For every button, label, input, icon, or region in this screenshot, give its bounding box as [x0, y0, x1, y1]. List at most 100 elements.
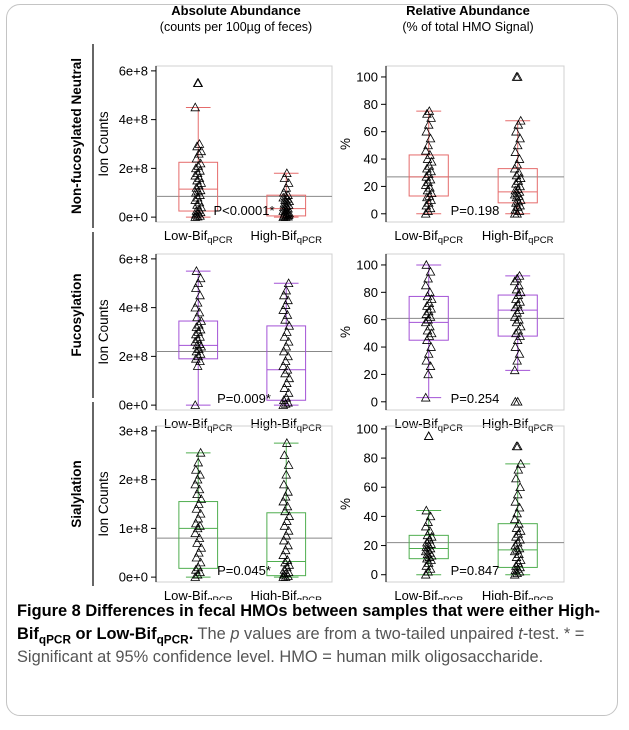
data-point [423, 369, 433, 379]
row-label-fucosylation: Fucosylation [69, 273, 84, 356]
data-point [515, 562, 525, 572]
data-point [511, 170, 522, 180]
data-point [280, 491, 291, 501]
data-point [425, 287, 435, 297]
data-point [279, 450, 290, 460]
data-point [192, 489, 202, 499]
x-tick-label-low: Low-BifqPCR [164, 416, 233, 434]
y-tick-label: 0e+0 [119, 570, 148, 585]
data-point [425, 133, 436, 143]
data-point [514, 305, 525, 314]
data-point [283, 387, 294, 397]
data-point [190, 187, 201, 197]
data-point [511, 328, 521, 338]
data-point [512, 537, 523, 547]
panel-non-fucosylated-neutral-relative: 0 20 40 60 80 100% Low-BifqPCR High-BifqPCR P=0.… [338, 65, 565, 246]
data-point [190, 195, 201, 204]
x-tick-label-low: Low-BifqPCR [394, 228, 463, 246]
panel-sialylation-relative: 0 20 40 60 80 100% Low-BifqPCR High-BifqPCR P=0.… [338, 421, 565, 600]
data-point [514, 502, 525, 512]
data-point [513, 464, 524, 474]
x-tick-label-low: Low-BifqPCR [164, 228, 233, 246]
data-point [280, 314, 290, 324]
data-point [425, 182, 435, 192]
data-point [421, 200, 432, 210]
panels: 0e+0 2e+8 4e+8 6e+8 Ion Counts Low-BifqPCR Hig… [69, 44, 565, 600]
data-point [279, 383, 290, 392]
data-point [191, 153, 202, 163]
data-point [515, 482, 525, 491]
data-point [421, 560, 432, 570]
data-point [193, 513, 204, 523]
data-point [510, 565, 521, 575]
box-high [266, 438, 307, 581]
data-point [510, 540, 521, 550]
data-point [281, 516, 292, 525]
data-point [278, 400, 289, 409]
x-tick-label-low: Low-BifqPCR [394, 416, 463, 434]
y-tick-label: 1e+8 [119, 521, 148, 536]
caption-desc-c: -test. * = Significant at 95% confidence… [17, 625, 585, 666]
x-tick-label-high: High-BifqPCR [250, 228, 322, 246]
data-point [192, 537, 202, 547]
p-value-label: P=0.045* [217, 563, 271, 578]
data-point [283, 486, 293, 496]
y-tick-label: 40 [364, 340, 378, 355]
y-tick-label: 0e+0 [119, 210, 148, 225]
data-point [509, 546, 520, 556]
data-point [278, 290, 289, 300]
outlier-point [512, 396, 523, 406]
data-point [195, 447, 206, 457]
y-axis-label: % [338, 138, 353, 150]
panel-fucosylation-relative: 0 20 40 60 80 100% Low-BifqPCR High-BifqPCR P=0.… [338, 253, 565, 434]
data-point [514, 549, 524, 559]
data-point [281, 209, 292, 218]
data-point [514, 314, 524, 324]
data-point [511, 560, 521, 570]
data-point [425, 511, 436, 521]
data-point [511, 317, 522, 327]
y-tick-label: 80 [364, 451, 378, 466]
data-point [512, 184, 523, 193]
data-point [193, 562, 204, 572]
data-point [192, 474, 203, 484]
iqr-box [408, 295, 449, 341]
y-tick-label: 60 [364, 480, 378, 495]
data-point [279, 331, 290, 341]
data-point [190, 336, 201, 346]
data-point [423, 169, 434, 178]
y-axis-label: Ion Counts [96, 299, 111, 365]
data-point [512, 273, 522, 283]
data-point [423, 348, 434, 358]
data-point [515, 173, 526, 182]
data-point [190, 464, 201, 474]
data-point [281, 469, 292, 479]
y-tick-label: 20 [364, 179, 378, 194]
caption-title-sub-a: qPCR [38, 632, 71, 647]
data-point [278, 192, 289, 202]
data-point [194, 173, 205, 182]
caption-desc-a: The [197, 625, 231, 643]
x-tick-label-high: High-BifqPCR [250, 588, 322, 600]
y-axis-label: % [338, 326, 353, 338]
data-point [424, 331, 435, 340]
data-point [193, 457, 204, 467]
y-tick-label: 0 [371, 567, 378, 582]
data-point [426, 342, 436, 351]
data-point [515, 555, 526, 564]
data-point [279, 564, 290, 574]
data-point [190, 518, 201, 528]
data-point [281, 562, 292, 572]
y-tick-label: 100 [356, 421, 378, 436]
data-point [283, 336, 294, 346]
data-point [426, 188, 437, 198]
caption-title-a: Differences in fecal HMOs between sample… [17, 602, 600, 643]
data-point [421, 309, 432, 318]
data-point [192, 523, 203, 533]
box-low [408, 431, 449, 579]
y-tick-label: 100 [356, 257, 378, 272]
box-high [497, 270, 538, 406]
data-point [425, 266, 436, 276]
data-point [192, 192, 203, 202]
data-point [195, 165, 205, 175]
